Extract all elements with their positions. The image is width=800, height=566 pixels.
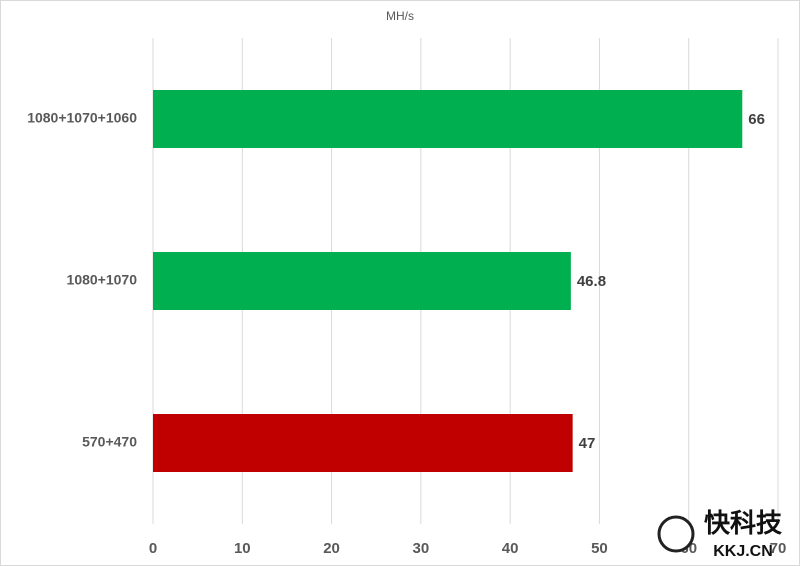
data-label: 66 [748, 111, 765, 128]
bar [153, 414, 573, 472]
x-tick-label: 20 [323, 540, 340, 557]
data-label: 47 [579, 435, 596, 452]
watermark: KKJ.CN [713, 543, 773, 560]
x-tick-label: 40 [502, 540, 519, 557]
bar [153, 90, 743, 148]
x-tick-label: 30 [413, 540, 430, 557]
watermark-logo [657, 515, 695, 553]
x-tick-label: 50 [591, 540, 608, 557]
x-tick-label: 0 [149, 540, 157, 557]
watermark: 快科技 [704, 508, 782, 538]
x-tick-label: 10 [234, 540, 251, 557]
x-tick-label: 70 [770, 540, 787, 557]
data-label: 46.8 [577, 273, 606, 290]
y-tick-label: 1080+1070+1060 [27, 110, 137, 126]
y-tick-label: 570+470 [82, 434, 137, 450]
bar [153, 252, 571, 310]
chart-title: MH/s [386, 9, 414, 23]
y-tick-label: 1080+1070 [67, 272, 138, 288]
